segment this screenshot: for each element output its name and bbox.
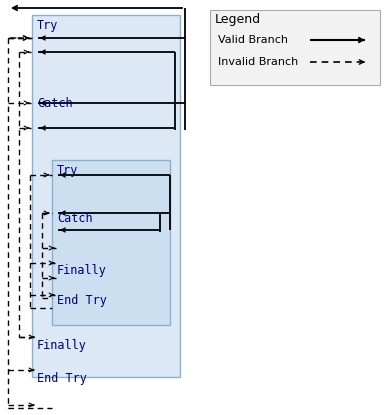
Text: Valid Branch: Valid Branch: [218, 35, 288, 45]
Text: End Try: End Try: [37, 371, 87, 385]
Bar: [52, 160, 170, 325]
Text: Finally: Finally: [57, 264, 107, 276]
Text: Legend: Legend: [215, 14, 261, 27]
Text: Invalid Branch: Invalid Branch: [218, 57, 298, 67]
Text: Try: Try: [57, 164, 78, 176]
Text: Catch: Catch: [37, 97, 73, 110]
Text: Try: Try: [37, 19, 58, 32]
Bar: [210, 10, 380, 85]
Bar: [32, 15, 180, 377]
Text: Finally: Finally: [37, 339, 87, 352]
Text: End Try: End Try: [57, 293, 107, 307]
Text: Catch: Catch: [57, 212, 93, 225]
